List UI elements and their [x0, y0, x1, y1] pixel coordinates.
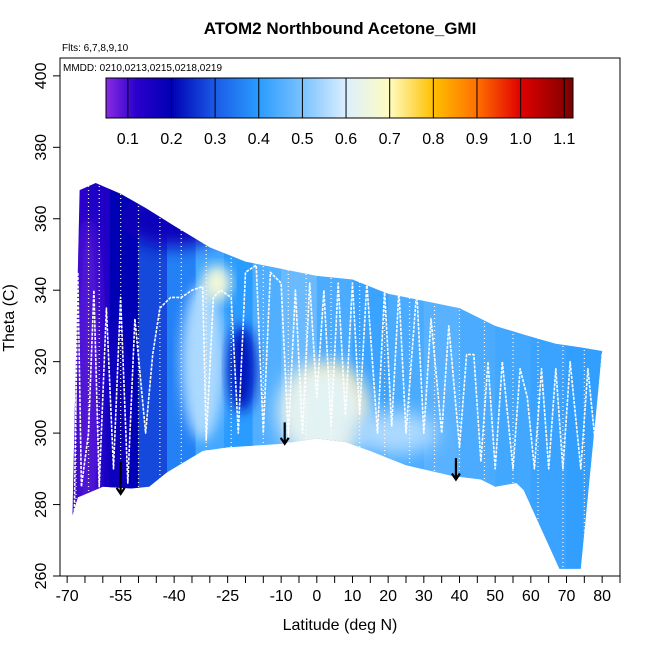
colorbar-tick-label: 0.6 [335, 131, 357, 148]
arrow-head [279, 437, 290, 446]
heatmap-feature [102, 315, 132, 516]
heatmap-feature [352, 411, 439, 455]
flight-track-layer [73, 264, 603, 516]
heatmap-column [602, 183, 603, 569]
colorbar-tick-label: 0.2 [160, 131, 182, 148]
colorbar-tick-label: 1.1 [553, 131, 575, 148]
y-tick-label: 300 [33, 420, 50, 447]
y-tick-label: 280 [33, 491, 50, 518]
down-arrow [115, 461, 126, 496]
x-tick-label: 60 [522, 588, 540, 605]
x-tick-label: 0 [312, 588, 321, 605]
colorbar-tick-label: 0.1 [117, 131, 139, 148]
y-tick-label: 340 [33, 277, 50, 304]
colorbar-swatch [105, 77, 574, 119]
heatmap-feature [227, 325, 257, 412]
y-axis-label: Theta (C) [1, 284, 18, 352]
arrows-layer [115, 422, 461, 496]
y-axis: 260 280 300 320 340 360 380 400 [33, 62, 60, 589]
x-tick-label: 30 [415, 588, 433, 605]
x-tick-label: 50 [486, 588, 504, 605]
colorbar-tick-label: 0.4 [248, 131, 270, 148]
colorbar-tick-label: 0.5 [291, 131, 313, 148]
arrow-head [451, 472, 461, 482]
flight-track [73, 264, 603, 516]
colorbar-tick-label: 0.7 [379, 131, 401, 148]
colorbar-tick-label: 0.3 [204, 131, 226, 148]
flights-note: Flts: 6,7,8,9,10 [62, 43, 129, 54]
x-tick-label: -70 [56, 588, 79, 605]
colorbar: 0.1 0.2 0.3 0.4 0.5 0.6 0.7 0.8 0.9 1.0 1.1 [105, 77, 575, 148]
x-axis: -70 -55 -40 -25 -10 0 10 20 30 40 50 60 70 80 [56, 576, 621, 605]
x-tick-label: 40 [451, 588, 469, 605]
down-arrow [279, 422, 290, 446]
heatmap-feature [202, 265, 232, 301]
x-axis-label: Latitude (deg N) [283, 617, 398, 634]
x-tick-label: -10 [270, 588, 293, 605]
arrow-head [115, 487, 126, 496]
down-arrow [451, 458, 461, 482]
colorbar-tick-label: 1.0 [510, 131, 532, 148]
x-tick-label: 10 [344, 588, 362, 605]
colorbar-tick-label: 0.9 [466, 131, 488, 148]
plot-frame [59, 57, 621, 577]
colorbar-tick-label: 0.8 [422, 131, 444, 148]
x-tick-label: 70 [558, 588, 576, 605]
y-tick-label: 320 [33, 348, 50, 375]
x-tick-label: 80 [593, 588, 611, 605]
colorbar-ticks: 0.1 0.2 0.3 0.4 0.5 0.6 0.7 0.8 0.9 1.0 1.1 [117, 78, 575, 148]
x-tick-label: -40 [163, 588, 186, 605]
heatmap-feature [120, 190, 228, 248]
y-tick-label: 400 [33, 62, 50, 89]
chart-title: ATOM2 Northbound Acetone_GMI [204, 19, 477, 38]
x-tick-label: -55 [109, 588, 132, 605]
x-tick-label: 20 [379, 588, 397, 605]
x-tick-label: -25 [216, 588, 239, 605]
heatmap-feature [181, 283, 225, 441]
y-tick-label: 360 [33, 205, 50, 232]
y-tick-label: 380 [33, 134, 50, 161]
dates-note: MMDD: 0210,0213,0215,0218,0219 [63, 63, 222, 74]
y-tick-label: 260 [33, 563, 50, 590]
